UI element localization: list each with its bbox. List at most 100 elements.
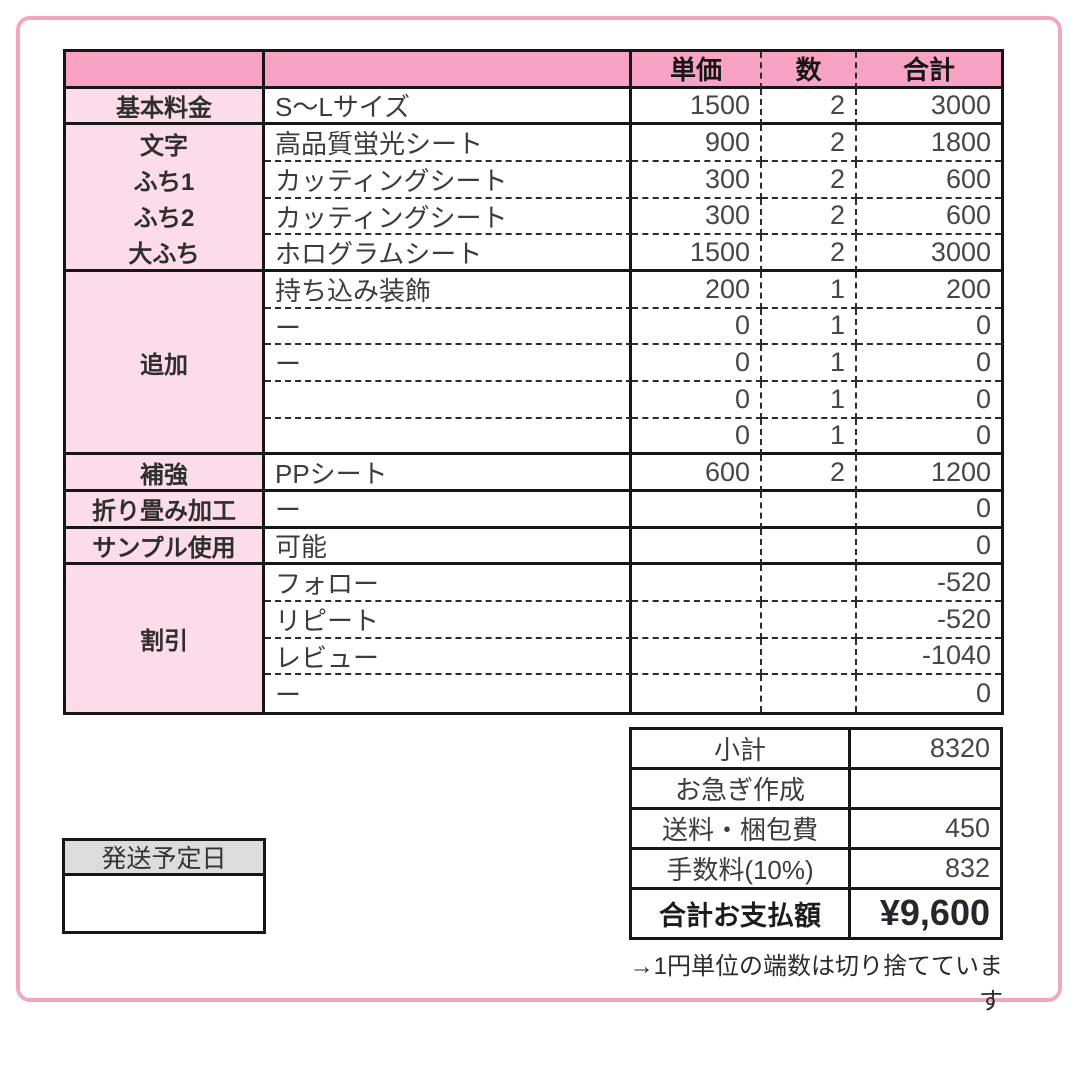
total: 1200 [857, 455, 1001, 492]
header-category-cell [66, 52, 265, 89]
summary-value-rush [851, 770, 1000, 810]
pricing-table: 単価 数 合計 基本料金 S〜Lサイズ 1500 2 3000 文字 ふち1 ふ… [63, 49, 1004, 715]
summary-value-grand-total: ¥9,600 [879, 892, 990, 934]
item-desc: カッティングシート [265, 198, 632, 236]
total: 200 [857, 272, 1001, 309]
unit-price: 1500 [632, 88, 762, 126]
unit-price [632, 492, 762, 529]
total: 600 [857, 199, 1001, 236]
unit-price: 200 [632, 272, 762, 309]
qty [762, 565, 857, 602]
qty [762, 528, 857, 566]
header-total: 合計 [857, 52, 1001, 89]
category-label: 追加 [66, 272, 265, 456]
qty: 1 [762, 272, 857, 309]
category-label: ふち2 [133, 204, 195, 232]
shipping-date-box: 発送予定日 [62, 838, 266, 934]
category-label: 基本料金 [66, 88, 265, 126]
item-desc: ホログラムシート [265, 235, 632, 272]
unit-price: 600 [632, 455, 762, 492]
category-label: 補強 [66, 455, 265, 492]
header-unit-price: 単価 [632, 52, 762, 89]
unit-price: 0 [632, 418, 762, 456]
category-label: 文字 [140, 132, 188, 160]
summary-label-shipping: 送料・梱包費 [632, 810, 851, 850]
qty: 1 [762, 308, 857, 346]
unit-price [632, 528, 762, 566]
qty: 2 [762, 235, 857, 272]
item-desc: レビュー [265, 638, 632, 676]
total: 3000 [857, 235, 1001, 272]
category-label: ふち1 [133, 168, 195, 196]
qty [762, 602, 857, 639]
summary-value-shipping: 450 [851, 810, 1000, 850]
shipping-date-label: 発送予定日 [65, 841, 263, 876]
total: 0 [857, 529, 1001, 566]
summary-label-rush: お急ぎ作成 [632, 770, 851, 810]
total: 0 [975, 678, 991, 709]
category-label: 大ふち [128, 240, 200, 268]
item-desc: リピート [265, 602, 632, 639]
item-desc: ー [265, 675, 632, 712]
shipping-date-value [65, 876, 263, 931]
summary-label-fee: 手数料(10%) [632, 850, 851, 890]
total: 0 [857, 309, 1001, 346]
summary-value-subtotal: 8320 [851, 730, 1000, 770]
category-label-group: 文字 ふち1 ふち2 大ふち [66, 125, 265, 272]
qty: 2 [762, 455, 857, 492]
item-desc: フォロー [265, 565, 632, 602]
total: 0 [857, 345, 1001, 382]
qty: 2 [762, 162, 857, 199]
total: -520 [857, 602, 1001, 639]
item-desc: ー [265, 345, 632, 382]
total: 0 [857, 492, 1001, 529]
qty [762, 675, 857, 712]
summary-label-grand-total: 合計お支払額 [632, 890, 851, 937]
unit-price: 900 [632, 125, 762, 162]
item-desc: 可能 [265, 528, 632, 566]
qty: 2 [762, 198, 857, 236]
total: 0 [857, 382, 1001, 419]
total: 3000 [857, 89, 1001, 126]
unit-price [632, 675, 762, 712]
unit-price: 1500 [632, 235, 762, 272]
rounding-note: →1円単位の端数は切り捨てています [629, 953, 1003, 1015]
item-desc [265, 382, 632, 419]
summary-value-fee: 832 [851, 850, 1000, 890]
qty: 2 [762, 88, 857, 126]
qty: 1 [762, 382, 857, 419]
summary-table: 小計 8320 お急ぎ作成 送料・梱包費 450 手数料(10%) 832 合計… [629, 727, 1003, 940]
total: -1040 [857, 639, 1001, 676]
total: -520 [857, 565, 1001, 602]
unit-price: 0 [632, 308, 762, 346]
item-desc: S〜Lサイズ [265, 88, 632, 126]
qty: 1 [762, 345, 857, 382]
item-desc: ー [265, 492, 632, 529]
item-desc: 高品質蛍光シート [265, 125, 632, 162]
item-desc: PPシート [265, 455, 632, 492]
unit-price [632, 638, 762, 676]
total: 0 [857, 419, 1001, 456]
unit-price [632, 602, 762, 639]
unit-price: 0 [632, 345, 762, 382]
qty: 2 [762, 125, 857, 162]
unit-price [632, 565, 762, 602]
total: 1800 [857, 125, 1001, 162]
item-desc [265, 418, 632, 456]
total: 600 [857, 162, 1001, 199]
qty [762, 638, 857, 676]
unit-price: 300 [632, 198, 762, 236]
item-desc: カッティングシート [265, 162, 632, 199]
qty: 1 [762, 418, 857, 456]
item-desc: 持ち込み装飾 [265, 272, 632, 309]
unit-price: 300 [632, 162, 762, 199]
item-desc: ー [265, 308, 632, 346]
header-description-cell [265, 52, 632, 89]
qty [762, 492, 857, 529]
summary-label-subtotal: 小計 [632, 730, 851, 770]
unit-price: 0 [632, 382, 762, 419]
category-label: 割引 [66, 565, 265, 712]
category-label: 折り畳み加工 [66, 492, 265, 529]
category-label: サンプル使用 [66, 528, 265, 566]
